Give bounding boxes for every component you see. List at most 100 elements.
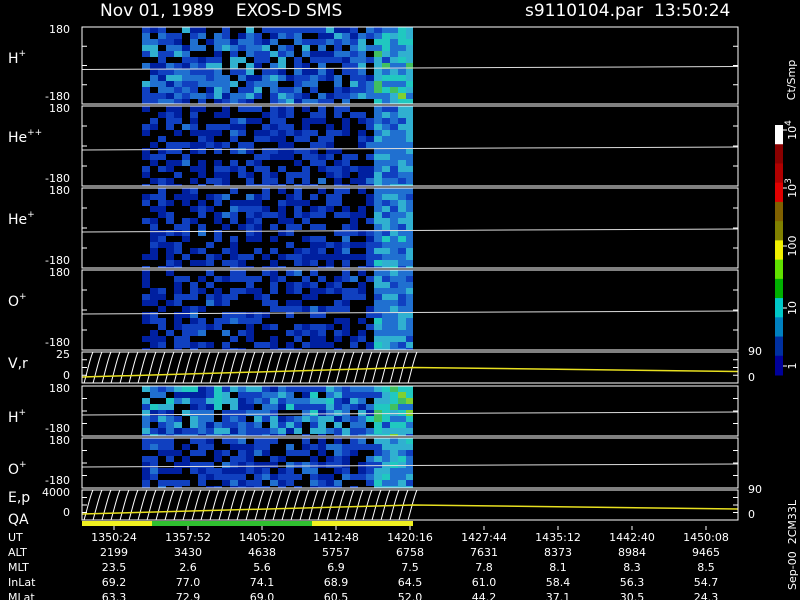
spectrogram-cell bbox=[334, 75, 342, 81]
spectrogram-cell bbox=[206, 462, 214, 468]
colorbar-tick-label: 103 bbox=[784, 178, 799, 198]
spectrogram-cell bbox=[390, 142, 398, 148]
spectrogram-cell bbox=[302, 45, 310, 51]
spectrogram-cell bbox=[246, 194, 254, 200]
spectrogram-cell bbox=[358, 69, 366, 75]
spectrogram-cell bbox=[334, 422, 342, 428]
spectrogram-cell bbox=[222, 294, 230, 300]
row-value: 64.5 bbox=[398, 576, 423, 589]
spectrogram-cell bbox=[230, 206, 238, 212]
spectrogram-cell bbox=[382, 462, 390, 468]
spectrogram-cell bbox=[398, 63, 406, 69]
spectrogram-cell bbox=[222, 194, 230, 200]
spectrogram-cell bbox=[334, 212, 342, 218]
label-sup: + bbox=[19, 292, 27, 302]
spectrogram-cell bbox=[342, 69, 350, 75]
spectrogram-cell bbox=[182, 306, 190, 312]
spectrogram-cell bbox=[142, 480, 150, 486]
value-trace bbox=[81, 366, 739, 378]
spectrogram-cell bbox=[334, 57, 342, 63]
spectrogram-cell bbox=[198, 248, 206, 254]
spectrogram-cell bbox=[326, 99, 334, 104]
spectrogram-cell bbox=[382, 188, 390, 194]
spectrogram-cell bbox=[334, 330, 342, 336]
spectrogram-cell bbox=[214, 450, 222, 456]
spectrogram-cell bbox=[214, 93, 222, 99]
spectrogram-cell bbox=[366, 312, 374, 318]
qa-bar bbox=[312, 521, 413, 526]
spectrogram-cell bbox=[382, 336, 390, 342]
spectrogram-cell bbox=[262, 45, 270, 51]
row-value: 8.1 bbox=[549, 561, 567, 574]
spectrogram-cell bbox=[270, 342, 278, 348]
spectrogram-cell bbox=[286, 93, 294, 99]
spectrogram-cell bbox=[286, 27, 294, 33]
spectrogram-cell bbox=[270, 63, 278, 69]
spectrogram-cell bbox=[166, 142, 174, 148]
spectrogram-cell bbox=[150, 93, 158, 99]
spectrogram-cell bbox=[230, 416, 238, 422]
spectrogram-cell bbox=[174, 172, 182, 178]
spectrogram-cell bbox=[286, 416, 294, 422]
spectrogram-cell bbox=[302, 254, 310, 260]
spectrogram-cell bbox=[206, 404, 214, 410]
spectrogram-cell bbox=[158, 75, 166, 81]
spectrogram-cell bbox=[222, 45, 230, 51]
spectrogram-cell bbox=[238, 422, 246, 428]
spectrogram-cell bbox=[286, 224, 294, 230]
spectrogram-cell bbox=[342, 254, 350, 260]
spectrogram-cell bbox=[358, 254, 366, 260]
spectrogram-cell bbox=[350, 81, 358, 87]
spectrogram-cell bbox=[406, 106, 413, 112]
spectrogram-cell bbox=[382, 206, 390, 212]
spectrogram-cell bbox=[262, 468, 270, 474]
spectrogram-cell bbox=[206, 438, 214, 444]
spectrogram-cell bbox=[366, 254, 374, 260]
spectrogram-cell bbox=[206, 93, 214, 99]
spectrogram-cell bbox=[254, 410, 262, 416]
spectrogram-cell bbox=[182, 93, 190, 99]
spectrogram-cell bbox=[198, 260, 206, 266]
spectrogram-cell bbox=[190, 178, 198, 184]
spectrogram-cell bbox=[374, 324, 382, 330]
spectrogram-cell bbox=[302, 75, 310, 81]
spectrogram-cell bbox=[390, 266, 398, 268]
spectrogram-cell bbox=[254, 468, 262, 474]
spectrogram-cell bbox=[254, 160, 262, 166]
spectrogram-cell bbox=[214, 386, 222, 392]
spectrogram-cell bbox=[366, 184, 374, 186]
spectrogram-cell bbox=[214, 160, 222, 166]
spectrogram-cell bbox=[350, 428, 358, 434]
spectrogram-cell bbox=[206, 63, 214, 69]
spectrogram-cell bbox=[222, 434, 230, 436]
spectrogram-cell bbox=[198, 106, 206, 112]
spectrogram-cell bbox=[358, 398, 366, 404]
spectrogram-cell bbox=[326, 486, 334, 488]
spectrogram-cell bbox=[310, 270, 318, 276]
spectrogram-cell bbox=[390, 248, 398, 254]
spectrogram-cell bbox=[190, 218, 198, 224]
spectrogram-cell bbox=[150, 428, 158, 434]
row-value: 37.1 bbox=[546, 591, 571, 600]
spectrogram-cell bbox=[142, 410, 150, 416]
spectrogram-cell bbox=[350, 230, 358, 236]
colorbar-segment bbox=[775, 182, 783, 203]
spectrogram-cell bbox=[214, 63, 222, 69]
spectrogram-cell bbox=[158, 404, 166, 410]
spectrogram-cell bbox=[310, 99, 318, 104]
spectrogram-cell bbox=[262, 428, 270, 434]
spectrogram-cell bbox=[166, 178, 174, 184]
spectrogram-cell bbox=[254, 276, 262, 282]
spectrogram-cell bbox=[278, 63, 286, 69]
spectrogram-cell bbox=[382, 342, 390, 348]
spectrogram-cell bbox=[358, 270, 366, 276]
spectrogram-cell bbox=[238, 410, 246, 416]
spectrogram-cell bbox=[390, 404, 398, 410]
spectrogram-cell bbox=[158, 154, 166, 160]
spectrogram-cell bbox=[270, 130, 278, 136]
spectrogram-cell bbox=[318, 288, 326, 294]
spectrogram-cell bbox=[294, 260, 302, 266]
spectrogram-cell bbox=[142, 434, 150, 436]
spectrogram-cell bbox=[382, 398, 390, 404]
spectrogram-cell bbox=[390, 260, 398, 266]
